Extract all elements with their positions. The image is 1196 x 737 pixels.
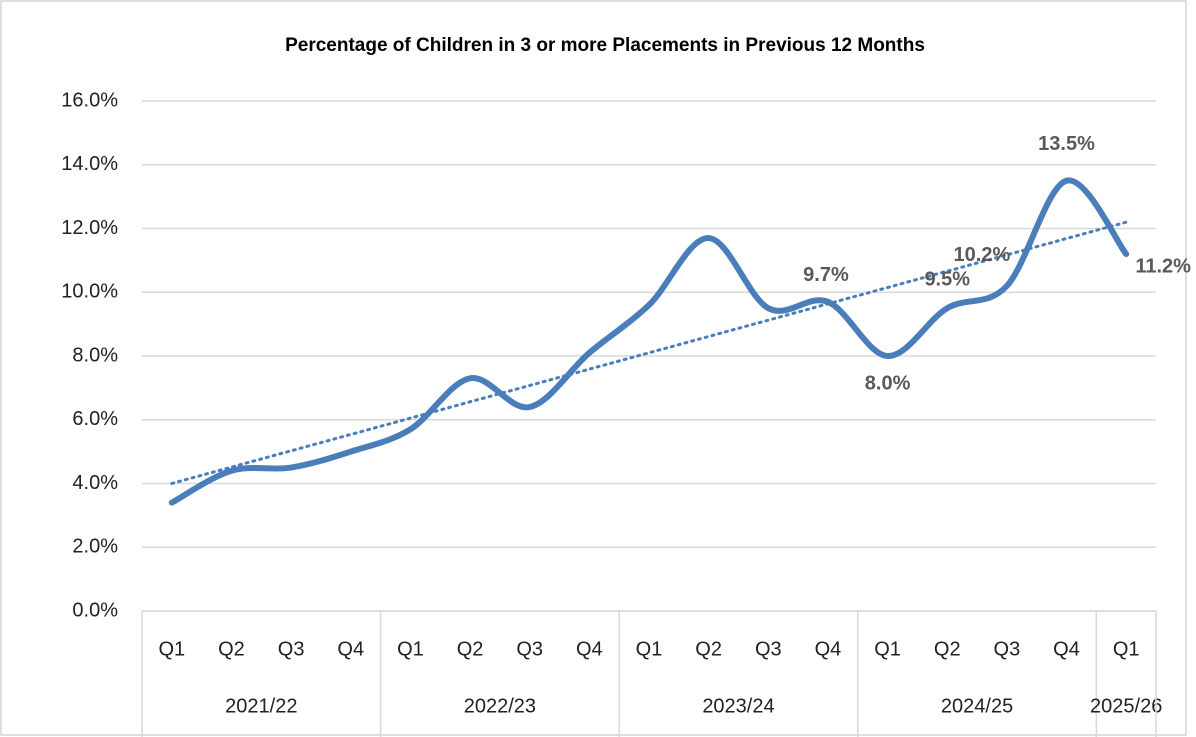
- series-line: [168, 177, 1130, 506]
- x-tick-label: Q3: [278, 638, 305, 660]
- x-tick-label: Q4: [815, 638, 842, 660]
- y-tick-label: 8.0%: [72, 344, 118, 366]
- x-tick-label: Q3: [755, 638, 782, 660]
- x-tick-label: Q2: [457, 638, 484, 660]
- y-tick-label: 16.0%: [61, 89, 118, 111]
- x-tick-label: Q1: [636, 638, 663, 660]
- data-label: 9.7%: [803, 264, 849, 286]
- x-tick-label: Q1: [158, 638, 185, 660]
- y-tick-label: 6.0%: [72, 408, 118, 430]
- data-label: 13.5%: [1038, 133, 1095, 155]
- trendline: [170, 220, 1128, 485]
- group-label: 2025/26: [1090, 695, 1162, 717]
- x-tick-label: Q4: [576, 638, 603, 660]
- group-label: 2021/22: [225, 695, 297, 717]
- group-label: 2023/24: [702, 695, 774, 717]
- x-tick-label: Q4: [337, 638, 364, 660]
- group-label: 2024/25: [941, 695, 1013, 717]
- data-label: 10.2%: [954, 244, 1011, 266]
- data-label: 9.5%: [924, 268, 970, 290]
- x-tick-label: Q2: [934, 638, 961, 660]
- x-tick-label: Q3: [994, 638, 1021, 660]
- x-tick-label: Q3: [516, 638, 543, 660]
- y-tick-label: 12.0%: [61, 217, 118, 239]
- group-label: 2022/23: [464, 695, 536, 717]
- x-tick-label: Q1: [1113, 638, 1140, 660]
- x-tick-label: Q2: [695, 638, 722, 660]
- x-tick-label: Q2: [218, 638, 245, 660]
- y-tick-label: 14.0%: [61, 153, 118, 175]
- chart-title: Percentage of Children in 3 or more Plac…: [285, 35, 925, 56]
- y-tick-label: 10.0%: [61, 281, 118, 303]
- data-label: 11.2%: [1135, 255, 1191, 277]
- y-tick-label: 4.0%: [72, 472, 118, 494]
- x-tick-label: Q4: [1053, 638, 1080, 660]
- x-tick-label: Q1: [874, 638, 901, 660]
- x-tick-label: Q1: [397, 638, 424, 660]
- data-label: 8.0%: [865, 372, 911, 394]
- y-tick-label: 2.0%: [72, 536, 118, 558]
- y-tick-label: 0.0%: [72, 599, 118, 621]
